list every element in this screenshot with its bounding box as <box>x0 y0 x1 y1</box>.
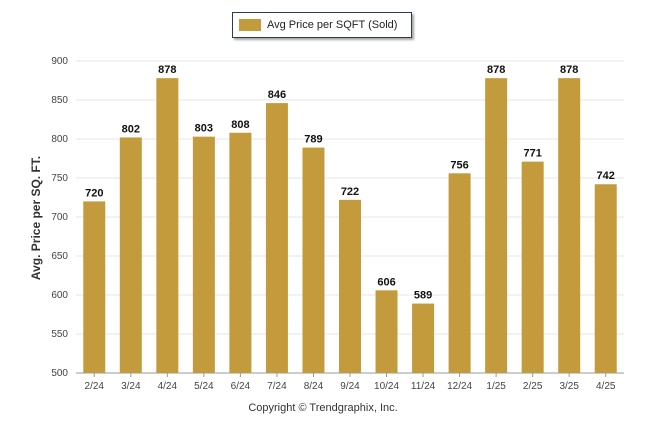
y-axis-ticks: 500 550 600 650 700 750 800 850 900 <box>51 56 68 379</box>
bar <box>83 201 106 373</box>
bar <box>375 290 398 373</box>
x-tick-label: 6/24 <box>231 381 251 392</box>
bar-value-label: 722 <box>341 186 359 198</box>
x-tick-label: 7/24 <box>267 381 287 392</box>
bar-value-label: 878 <box>487 64 505 76</box>
bar <box>302 147 325 373</box>
bar <box>594 184 617 373</box>
bar-value-label: 803 <box>195 123 213 135</box>
y-tick-label: 800 <box>51 134 68 145</box>
x-tick-label: 12/24 <box>447 381 472 392</box>
y-tick-label: 500 <box>51 368 68 379</box>
bar <box>339 199 361 373</box>
y-tick-label: 900 <box>51 56 68 67</box>
y-tick-label: 700 <box>51 212 68 223</box>
y-axis-label: Avg. Price per SQ. FT. <box>29 156 43 280</box>
legend-swatch <box>239 19 261 31</box>
x-tick-label: 11/24 <box>411 381 436 392</box>
legend-label: Avg Price per SQFT (Sold) <box>267 19 398 31</box>
bar <box>229 132 252 373</box>
bar-value-label: 789 <box>304 134 322 146</box>
bar-value-label: 802 <box>122 123 140 135</box>
x-tick-label: 5/24 <box>194 381 214 392</box>
y-tick-label: 600 <box>51 290 68 301</box>
copyright-footer: Copyright © Trendgraphix, Inc. <box>248 402 398 414</box>
value-labels: 720 802 878 803 808 846 789 722 606 589 756 878 771 8… <box>85 64 615 301</box>
bar-value-label: 878 <box>158 64 176 76</box>
bar-value-label: 720 <box>85 187 103 199</box>
bar <box>558 78 581 373</box>
bar <box>448 173 471 373</box>
x-tick-label: 4/25 <box>596 381 616 392</box>
bar-value-label: 846 <box>268 89 286 101</box>
bar <box>412 303 435 373</box>
x-tick-label: 3/24 <box>121 381 141 392</box>
legend: Avg Price per SQFT (Sold) <box>232 12 412 38</box>
bar <box>156 78 179 373</box>
y-tick-label: 550 <box>51 329 68 340</box>
x-tick-label: 2/24 <box>85 381 105 392</box>
bar <box>119 137 142 373</box>
x-tick-label: 3/25 <box>559 381 579 392</box>
bars <box>83 78 617 374</box>
bar-value-label: 808 <box>231 119 249 131</box>
bar-value-label: 756 <box>450 159 468 171</box>
x-tick-label: 1/25 <box>486 381 506 392</box>
bar-value-label: 606 <box>377 276 395 288</box>
bar-value-label: 589 <box>414 290 432 302</box>
x-axis-ticks: 2/24 3/24 4/24 5/24 6/24 7/24 8/24 9/24 10/24 11/… <box>85 373 616 392</box>
bar-value-label: 878 <box>560 64 578 76</box>
bar <box>192 136 215 373</box>
bar-value-label: 771 <box>523 148 541 160</box>
x-tick-label: 10/24 <box>374 381 399 392</box>
bar <box>265 103 288 374</box>
bar-value-label: 742 <box>597 170 615 182</box>
y-tick-label: 650 <box>51 251 68 262</box>
x-tick-label: 4/24 <box>158 381 178 392</box>
x-tick-label: 9/24 <box>340 381 360 392</box>
bar <box>485 78 508 373</box>
y-tick-label: 750 <box>51 173 68 184</box>
y-tick-label: 850 <box>51 95 68 106</box>
x-tick-label: 8/24 <box>304 381 324 392</box>
bar <box>521 161 544 373</box>
x-tick-label: 2/25 <box>523 381 543 392</box>
